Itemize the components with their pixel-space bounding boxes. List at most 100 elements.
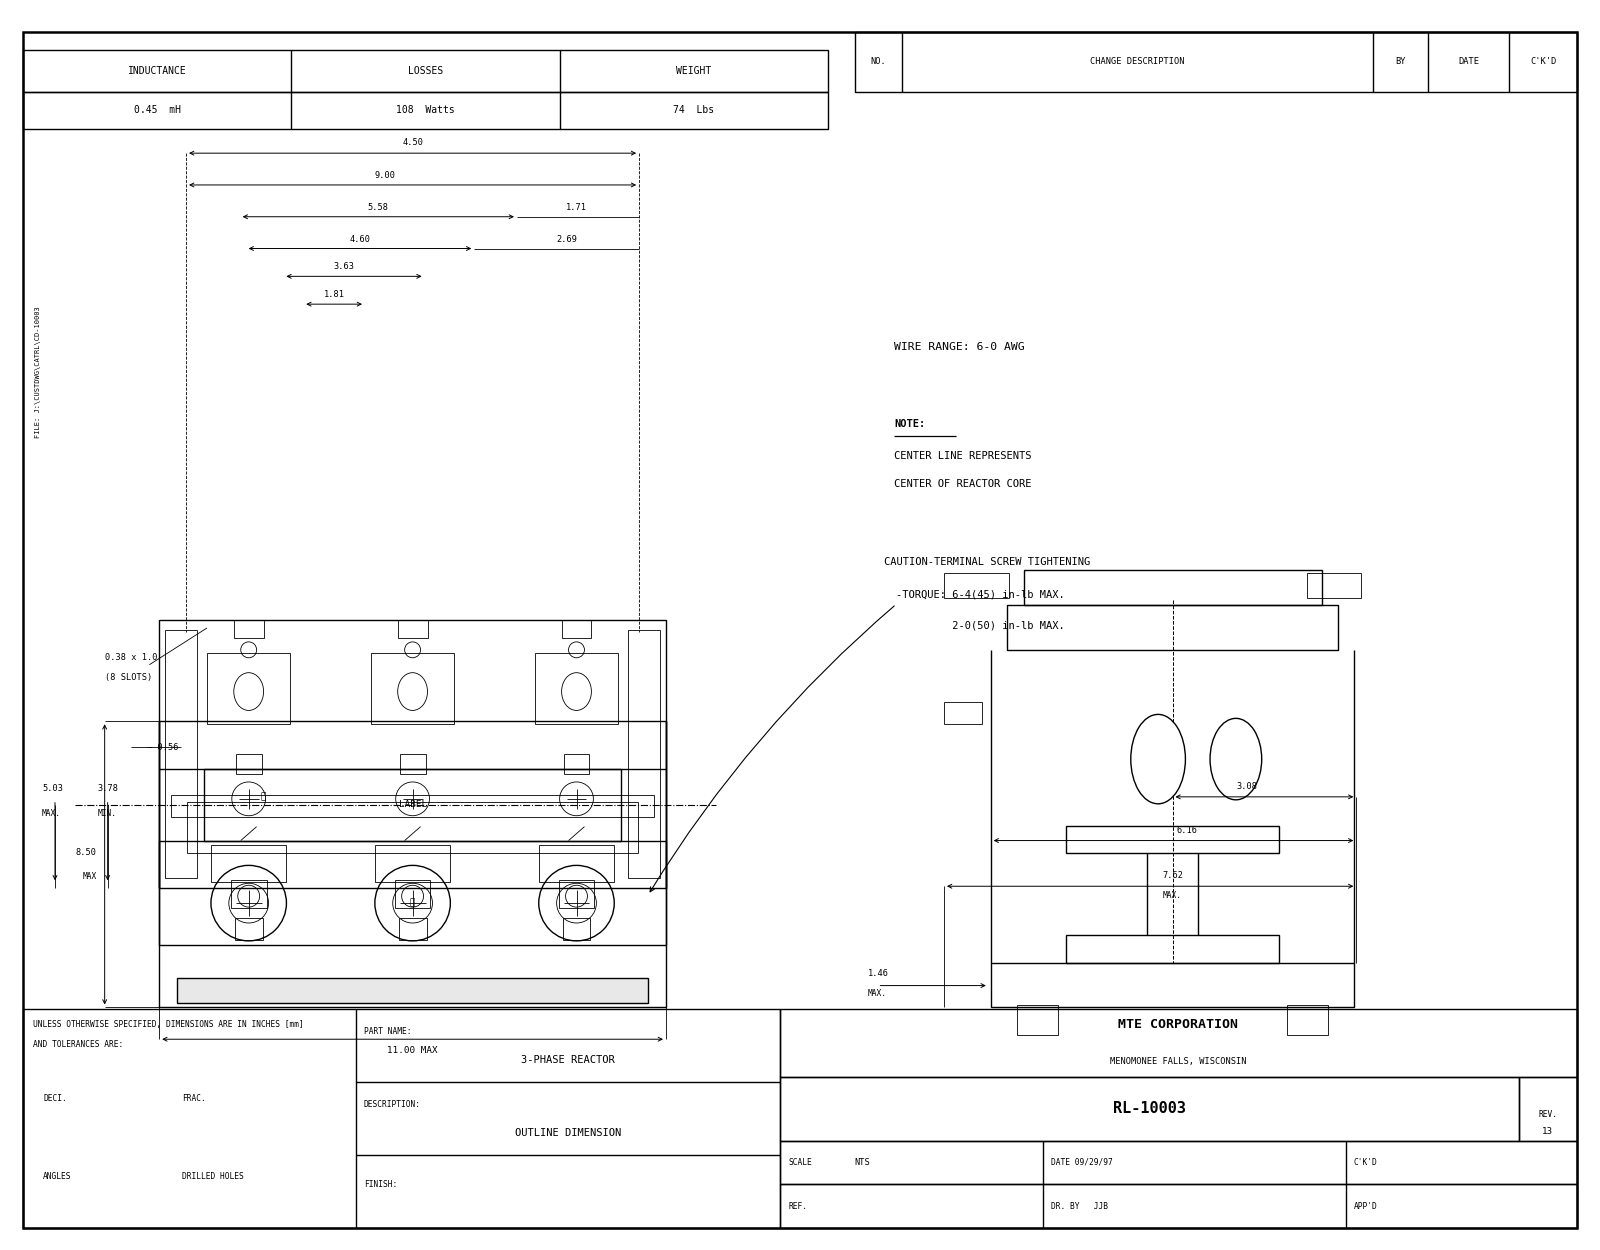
Text: WEIGHT: WEIGHT [677,66,712,76]
Bar [1066,826,1278,854]
Text: NO.: NO. [870,58,886,66]
Text: MTE CORPORATION: MTE CORPORATION [1118,1017,1238,1031]
Bar [1024,570,1322,605]
Text: 1.71: 1.71 [566,202,587,211]
Text: MAX: MAX [83,871,96,881]
Bar [1286,1005,1328,1035]
Bar [562,620,592,638]
Text: MENOMONEE FALLS, WISCONSIN: MENOMONEE FALLS, WISCONSIN [1110,1056,1246,1065]
Text: OUTLINE DIMENSION: OUTLINE DIMENSION [515,1129,621,1139]
Text: REV.: REV. [1539,1110,1557,1119]
Bar [230,880,267,908]
Bar [629,630,659,879]
Text: 3.63: 3.63 [333,262,355,271]
Text: 6.16: 6.16 [1178,825,1198,835]
Text: FRAC.: FRAC. [182,1094,206,1104]
Text: 108  Watts: 108 Watts [397,105,454,115]
Bar [558,880,594,908]
Bar [395,880,430,908]
Bar [160,620,666,889]
Text: PART NAME:: PART NAME: [363,1026,411,1036]
Text: LOSSES: LOSSES [408,66,443,76]
Text: 0.45  mH: 0.45 mH [134,105,181,115]
Ellipse shape [1131,715,1186,804]
Text: 1.46: 1.46 [867,969,888,979]
Text: DECI.: DECI. [43,1094,67,1104]
Text: APP'D: APP'D [1354,1201,1378,1210]
Text: 9.00: 9.00 [374,171,395,180]
Bar [781,1010,1576,1078]
Text: 5.58: 5.58 [368,202,389,211]
Bar [854,32,1576,91]
Bar [211,845,286,882]
Bar [235,754,262,774]
Bar [1066,935,1278,962]
Bar [374,845,450,882]
Text: MAX.: MAX. [867,989,886,998]
Text: 7.62: 7.62 [1162,871,1182,880]
Text: 3.08: 3.08 [1237,782,1258,791]
Text: SCALE: SCALE [789,1158,811,1168]
Bar [944,703,982,724]
Text: 0.38 x 1.0: 0.38 x 1.0 [104,654,157,662]
Bar [400,754,426,774]
Bar [1307,574,1362,599]
Bar [781,1140,1576,1184]
Bar [206,652,291,724]
Text: CENTER OF REACTOR CORE: CENTER OF REACTOR CORE [894,479,1032,489]
Text: — 0.56: — 0.56 [147,742,179,751]
Text: ℄: ℄ [410,899,416,908]
Text: DESCRIPTION:: DESCRIPTION: [363,1100,421,1109]
Text: CAUTION-TERMINAL SCREW TIGHTENING: CAUTION-TERMINAL SCREW TIGHTENING [885,558,1091,568]
Bar [178,978,648,1004]
Text: -TORQUE: 6-4(45) in-lb MAX.: -TORQUE: 6-4(45) in-lb MAX. [896,589,1066,599]
Bar [187,801,638,854]
Bar [24,50,827,91]
Text: C'K'D: C'K'D [1530,58,1557,66]
Text: 11.00 MAX: 11.00 MAX [387,1046,438,1055]
Bar [1006,605,1338,650]
Bar [1016,1005,1058,1035]
Text: DR. BY   JJB: DR. BY JJB [1051,1201,1107,1210]
Text: DATE 09/29/97: DATE 09/29/97 [1051,1158,1112,1168]
Bar [563,754,589,774]
Text: BY: BY [1395,58,1406,66]
Bar [563,918,590,940]
Bar [781,1078,1518,1140]
Text: FINISH:: FINISH: [363,1180,397,1189]
Bar [398,620,427,638]
Text: CENTER LINE REPRESENTS: CENTER LINE REPRESENTS [894,451,1032,461]
Text: INDUCTANCE: INDUCTANCE [128,66,187,76]
Text: FILE: J:\CUSTDWG\CATRL\CD-10003: FILE: J:\CUSTDWG\CATRL\CD-10003 [35,306,42,438]
Text: CHANGE DESCRIPTION: CHANGE DESCRIPTION [1091,58,1186,66]
Text: ANGLES: ANGLES [43,1171,72,1181]
Text: 2.69: 2.69 [557,235,578,244]
Bar [205,769,621,840]
Text: MIN.: MIN. [98,809,117,818]
Text: NTS: NTS [854,1158,870,1168]
Text: AND TOLERANCES ARE:: AND TOLERANCES ARE: [34,1040,123,1049]
Text: MAX.: MAX. [42,809,61,818]
Text: DRILLED HOLES: DRILLED HOLES [182,1171,243,1181]
Bar [1518,1078,1576,1140]
Text: 4.50: 4.50 [402,139,422,148]
Text: 5.03: 5.03 [42,784,62,792]
Bar [235,918,262,940]
Bar [165,630,197,879]
Text: NOTE:: NOTE: [894,419,926,429]
Bar [781,1184,1576,1228]
Text: 3.78: 3.78 [98,784,118,792]
Text: RL-10003: RL-10003 [1114,1101,1186,1116]
Bar [539,845,614,882]
Text: LABEL: LABEL [398,800,427,809]
Bar [534,652,618,724]
Text: 3-PHASE REACTOR: 3-PHASE REACTOR [522,1055,614,1065]
Text: 13: 13 [1542,1128,1554,1136]
Bar [371,652,454,724]
Text: 2-0(50) in-lb MAX.: 2-0(50) in-lb MAX. [896,621,1066,631]
Bar [990,962,1354,1008]
Bar [398,918,427,940]
Text: 74  Lbs: 74 Lbs [674,105,714,115]
Text: MAX.: MAX. [1163,891,1182,900]
Text: 1.81: 1.81 [323,290,344,299]
